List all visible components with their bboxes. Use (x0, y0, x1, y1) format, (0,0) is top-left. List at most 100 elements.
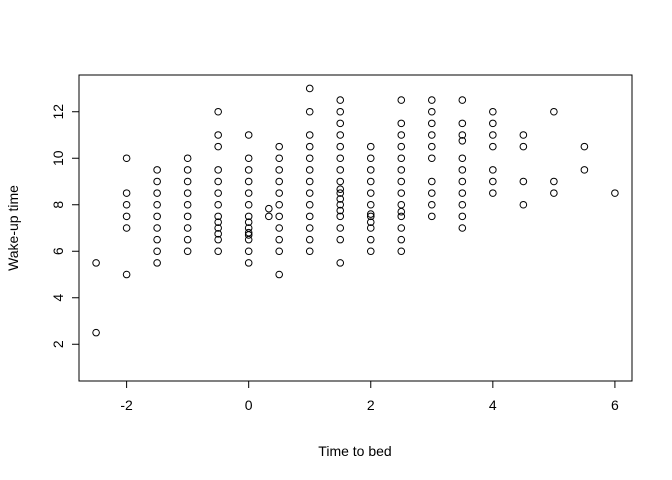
data-point (336, 189, 345, 197)
data-point (214, 107, 222, 116)
data-point (244, 177, 253, 186)
data-point (305, 154, 314, 163)
data-point (397, 119, 406, 128)
data-point (214, 247, 222, 256)
data-point (336, 224, 345, 232)
data-point (427, 107, 436, 116)
data-point (397, 142, 406, 151)
data-point (214, 166, 222, 174)
data-point (336, 119, 345, 128)
data-point (458, 212, 467, 221)
data-point (366, 218, 375, 226)
data-point (336, 259, 345, 267)
data-point (214, 200, 222, 209)
data-point (366, 224, 375, 232)
data-point (305, 235, 314, 244)
data-point (458, 137, 467, 145)
data-point (336, 107, 345, 116)
data-point (489, 166, 497, 174)
data-point (397, 189, 406, 197)
data-point (611, 189, 619, 197)
data-point (153, 247, 161, 256)
x-tick-label: 2 (367, 397, 375, 413)
data-point (397, 207, 406, 216)
data-point (366, 200, 375, 209)
data-point (458, 131, 467, 139)
data-point (366, 189, 375, 197)
data-point (305, 247, 314, 256)
data-point (519, 200, 528, 209)
data-point (458, 96, 467, 104)
data-point (244, 166, 253, 174)
data-point (366, 210, 375, 218)
data-point (153, 259, 161, 267)
data-point (275, 270, 284, 279)
data-point (366, 177, 375, 186)
data-point (427, 131, 436, 139)
data-point (336, 200, 345, 209)
data-point (519, 177, 528, 186)
data-point (214, 218, 222, 226)
y-tick-label: 4 (50, 294, 66, 302)
y-tick-label: 2 (50, 340, 66, 348)
x-tick-label: 0 (245, 397, 253, 413)
data-point (122, 154, 131, 163)
data-point (305, 166, 314, 174)
data-point (336, 195, 345, 203)
data-point (275, 224, 284, 232)
data-point (214, 212, 222, 221)
data-point (183, 247, 192, 256)
data-point (366, 142, 375, 151)
data-point (153, 235, 161, 244)
data-point (519, 131, 528, 139)
data-point (397, 200, 406, 209)
data-point (305, 177, 314, 186)
data-point (458, 166, 467, 174)
data-point (275, 154, 284, 163)
data-point (153, 177, 161, 186)
data-point (265, 204, 273, 213)
data-point (336, 177, 345, 186)
data-point (366, 212, 375, 221)
data-point (275, 200, 284, 209)
data-point (489, 119, 497, 128)
y-tick-label: 8 (50, 201, 66, 209)
y-axis: 2 4 6 8 10 12 (50, 104, 80, 348)
data-point (122, 189, 131, 197)
data-point (183, 200, 192, 209)
data-point (244, 200, 253, 209)
y-tick-label: 12 (50, 104, 66, 120)
data-point (305, 212, 314, 221)
data-points (92, 84, 619, 337)
data-point (397, 166, 406, 174)
data-point (153, 200, 161, 209)
data-point (214, 177, 222, 186)
data-point (397, 247, 406, 256)
data-point (244, 224, 253, 232)
data-point (458, 119, 467, 128)
x-tick-label: 4 (489, 397, 497, 413)
data-point (397, 96, 406, 104)
data-point (336, 131, 345, 139)
data-point (427, 212, 436, 221)
data-point (92, 328, 100, 337)
data-point (550, 107, 558, 116)
data-point (275, 189, 284, 197)
data-point (275, 166, 284, 174)
data-point (183, 235, 192, 244)
data-point (305, 200, 314, 209)
data-point (366, 154, 375, 163)
data-point (489, 177, 497, 186)
y-tick-label: 6 (50, 247, 66, 255)
data-point (305, 131, 314, 139)
data-point (336, 142, 345, 151)
data-point (122, 224, 131, 232)
data-point (580, 142, 589, 151)
data-point (427, 96, 436, 104)
x-tick-label: -2 (120, 397, 133, 413)
data-point (244, 212, 253, 221)
data-point (489, 131, 497, 139)
data-point (397, 224, 406, 232)
data-point (183, 224, 192, 232)
